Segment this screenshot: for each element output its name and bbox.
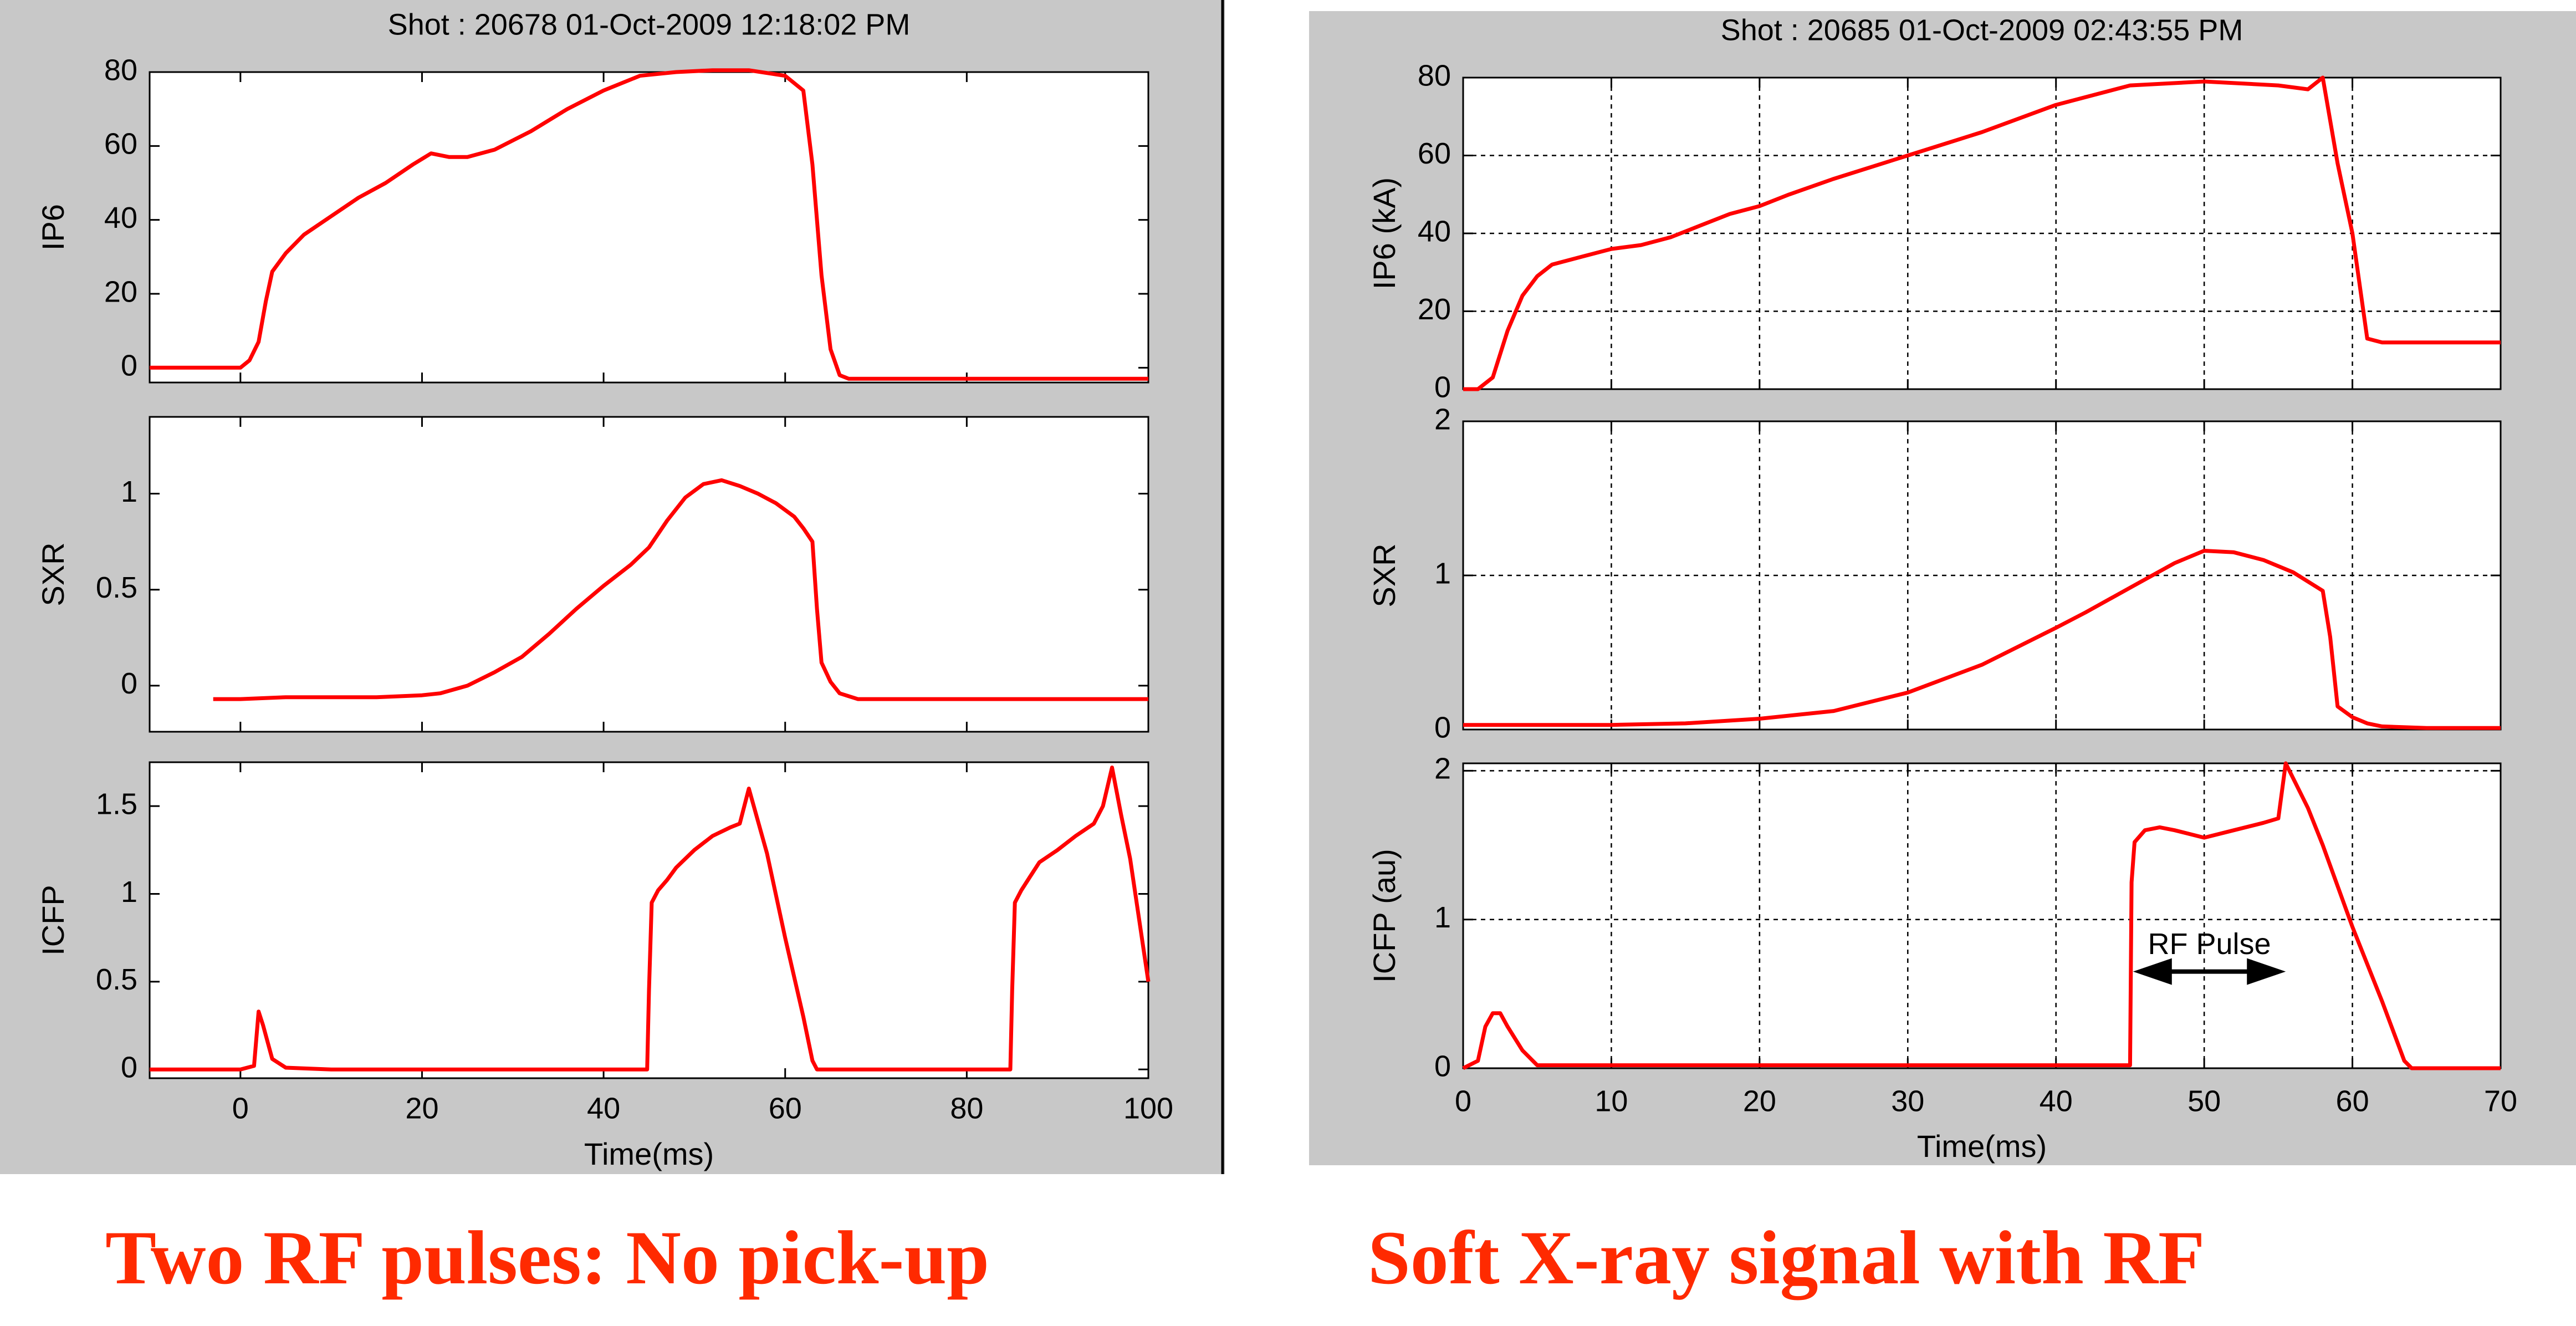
right-xtick-label-1: 10 — [1594, 1084, 1628, 1118]
right-xtick-label-5: 50 — [2187, 1084, 2221, 1118]
right-subplot-1-ytick-label-0: 0 — [1434, 370, 1451, 404]
left-xlabel: Time(ms) — [584, 1136, 714, 1171]
left-subplot-3-ytick-label-3: 1.5 — [96, 787, 137, 820]
right-caption: Soft X-ray signal with RF — [1368, 1215, 2205, 1300]
left-subplot-1-ylabel: IP6 — [35, 204, 70, 251]
left-xtick-label-1: 20 — [405, 1092, 438, 1125]
right-subplot-1-series-line-0 — [1463, 75, 2501, 391]
left-subplot-2-series-line-0 — [213, 478, 1148, 701]
left-subplot-2-axes — [149, 416, 1149, 733]
left-xtick-label-0: 0 — [232, 1092, 249, 1125]
left-subplot-1-ytick-label-1: 20 — [104, 275, 137, 308]
right-rf-pulse-arrow-right-head — [2247, 958, 2286, 985]
left-subplot-3-ylabel: ICFP — [35, 885, 70, 956]
left-subplot-1-series-line-0 — [150, 68, 1148, 381]
right-subplot-2-ytick-label-2: 2 — [1434, 402, 1451, 436]
right-chart-title: Shot : 20685 01-Oct-2009 02:43:55 PM — [1721, 13, 2243, 47]
left-subplot-2-ylabel: SXR — [35, 542, 70, 606]
left-subplot-2-ytick-label-1: 0.5 — [96, 571, 137, 604]
left-chart-title: Shot : 20678 01-Oct-2009 12:18:02 PM — [388, 8, 911, 41]
right-subplot-1-ylabel: IP6 (kA) — [1367, 177, 1402, 289]
right-subplot-3-ylabel: ICFP (au) — [1367, 849, 1402, 983]
right-rf-pulse-arrow-left-head — [2133, 958, 2172, 985]
right-xtick-label-3: 30 — [1891, 1084, 1924, 1118]
right-subplot-3-ytick-label-0: 0 — [1434, 1049, 1451, 1083]
right-rf-pulse-label: RF Pulse — [2148, 927, 2271, 961]
right-xtick-label-4: 40 — [2040, 1084, 2073, 1118]
left-xtick-label-4: 80 — [950, 1092, 983, 1125]
right-subplot-2-ytick-label-1: 1 — [1434, 557, 1451, 590]
left-subplot-3-ytick-label-1: 0.5 — [96, 963, 137, 996]
right-subplot-3-series-line-0 — [1462, 761, 2501, 1070]
left-subplot-1-ytick-label-3: 60 — [104, 128, 137, 161]
right-subplot-2-ytick-label-0: 0 — [1434, 711, 1451, 744]
right-subplot-3-axes — [1462, 762, 2502, 1069]
left-xtick-label-3: 60 — [769, 1092, 802, 1125]
right-subplot-1-ytick-label-1: 20 — [1418, 293, 1451, 326]
left-subplot-1-ytick-label-2: 40 — [104, 201, 137, 234]
right-xlabel: Time(ms) — [1917, 1129, 2047, 1164]
right-xtick-label-0: 0 — [1455, 1084, 1471, 1118]
right-xtick-label-7: 70 — [2484, 1084, 2517, 1118]
right-subplot-3-ytick-label-1: 1 — [1434, 901, 1451, 934]
right-subplot-2-ylabel: SXR — [1367, 543, 1402, 607]
right-xtick-label-6: 60 — [2336, 1084, 2369, 1118]
right-subplot-1-ytick-label-4: 80 — [1418, 59, 1451, 92]
left-xtick-label-5: 100 — [1123, 1092, 1173, 1125]
left-xtick-label-2: 40 — [587, 1092, 620, 1125]
right-subplot-3-ytick-label-2: 2 — [1434, 752, 1451, 786]
left-subplot-2-ytick-label-2: 1 — [121, 475, 137, 508]
right-subplot-1-ytick-label-2: 40 — [1418, 215, 1451, 248]
right-xtick-label-2: 20 — [1743, 1084, 1776, 1118]
left-subplot-2-ytick-label-0: 0 — [121, 667, 137, 700]
left-subplot-1-ytick-label-0: 0 — [121, 349, 137, 382]
right-subplot-1-ytick-label-3: 60 — [1418, 137, 1451, 170]
right-subplot-2-series-line-0 — [1463, 549, 2501, 730]
left-subplot-3-ytick-label-0: 0 — [121, 1050, 137, 1084]
left-caption: Two RF pulses: No pick-up — [105, 1215, 989, 1300]
left-subplot-1-axes — [149, 71, 1149, 384]
left-subplot-1-ytick-label-4: 80 — [104, 53, 137, 86]
left-subplot-3-series-line-0 — [150, 766, 1151, 1072]
left-subplot-3-ytick-label-2: 1 — [121, 875, 137, 909]
